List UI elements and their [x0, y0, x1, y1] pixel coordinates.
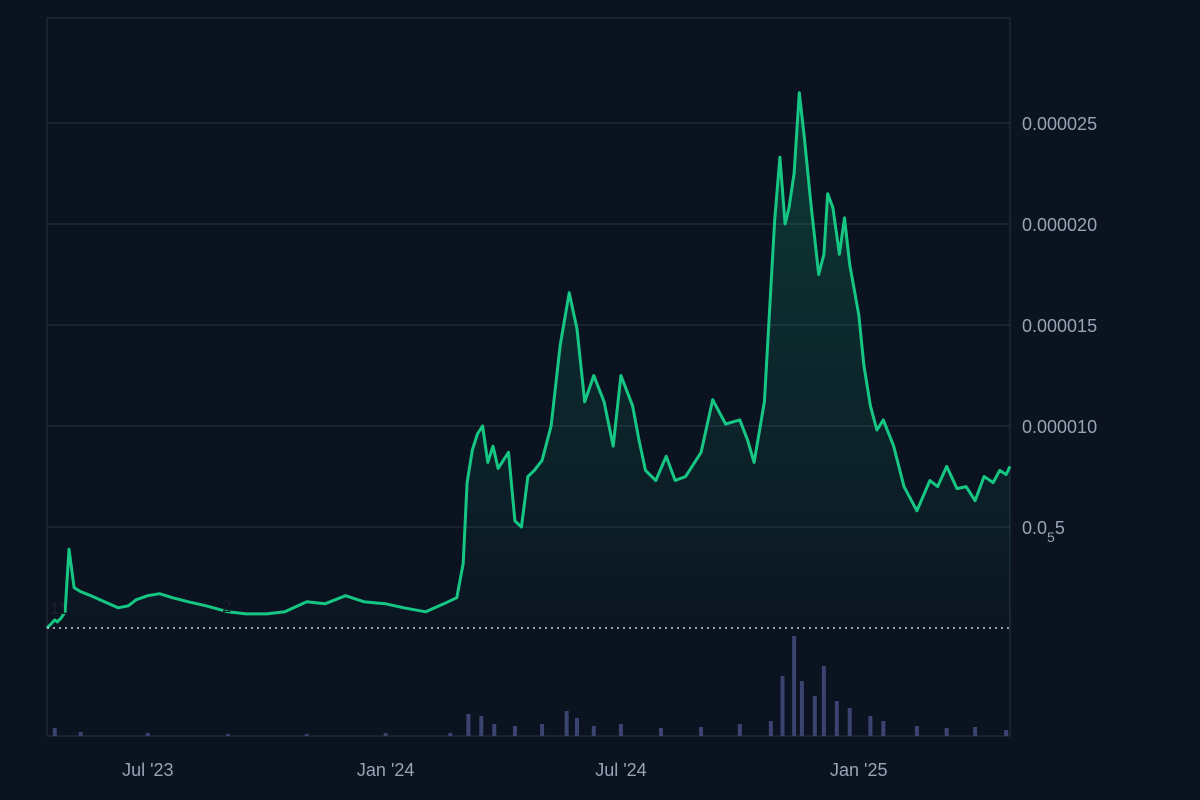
- y-tick-label: 0.000010: [1022, 417, 1097, 437]
- y-tick-label: 0.055: [1022, 518, 1065, 545]
- volume-bar: [618, 724, 623, 736]
- volume-bars: [52, 636, 1009, 736]
- y-tick-label: 0.000020: [1022, 215, 1097, 235]
- volume-bar: [834, 701, 839, 736]
- volume-bar: [768, 721, 773, 736]
- volume-bar: [448, 733, 453, 736]
- x-tick-label: Jan '24: [357, 760, 414, 780]
- price-area: [45, 91, 1012, 630]
- volume-bar: [821, 666, 826, 736]
- volume-bar: [881, 721, 886, 736]
- x-tick-label: Jul '24: [595, 760, 646, 780]
- plot-border: [46, 17, 1011, 737]
- volume-bar: [658, 728, 663, 736]
- volume-bar: [914, 726, 919, 736]
- baseline-marker: 11 2: [47, 597, 1010, 629]
- volume-bar: [78, 732, 83, 736]
- volume-bar: [540, 724, 545, 736]
- baseline-label: 2: [222, 597, 231, 616]
- volume-bar: [574, 718, 579, 736]
- y-axis-ticks: 0.055 0.000010 0.000015 0.000020 0.000025: [1022, 114, 1097, 545]
- plot-frame: [46, 17, 1011, 737]
- volume-bar: [1004, 730, 1009, 736]
- volume-bar: [737, 724, 742, 736]
- volume-bar: [225, 734, 230, 736]
- volume-bar: [145, 733, 150, 736]
- volume-bar: [973, 727, 978, 736]
- y-tick-label: 0.000015: [1022, 316, 1097, 336]
- volume-bar: [512, 726, 517, 736]
- x-axis-ticks: Jul '23 Jan '24 Jul '24 Jan '25: [122, 760, 887, 780]
- volume-bar: [812, 696, 817, 736]
- volume-bar: [799, 681, 804, 736]
- volume-bar: [492, 724, 497, 736]
- volume-bar: [780, 676, 785, 736]
- volume-bar: [699, 727, 704, 736]
- volume-bar: [847, 708, 852, 736]
- volume-bar: [792, 636, 797, 736]
- price-area-fill: [47, 92, 1010, 628]
- volume-bar: [304, 734, 309, 736]
- x-tick-label: Jul '23: [122, 760, 173, 780]
- baseline-label: 11: [50, 599, 68, 618]
- x-tick-label: Jan '25: [830, 760, 887, 780]
- volume-bar: [383, 733, 388, 736]
- volume-bar: [591, 726, 596, 736]
- volume-bar: [52, 728, 57, 736]
- y-tick-label: 0.000025: [1022, 114, 1097, 134]
- volume-bar: [564, 711, 569, 736]
- volume-bar: [944, 728, 949, 736]
- volume-bar: [466, 714, 471, 736]
- volume-bar: [479, 716, 484, 736]
- volume-bar: [868, 716, 873, 736]
- price-line: [45, 91, 1012, 630]
